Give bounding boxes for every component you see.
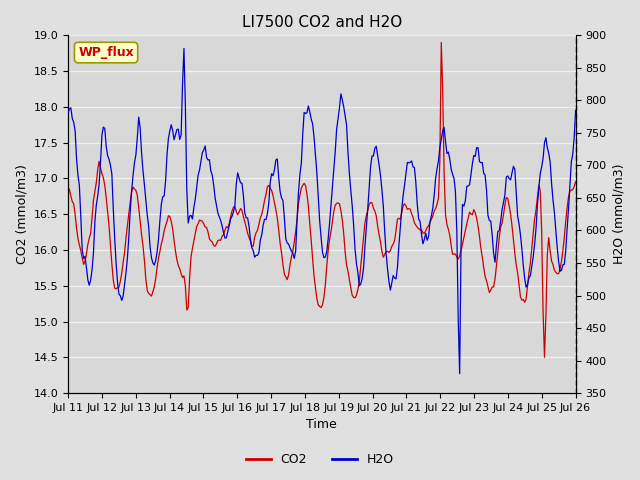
Y-axis label: H2O (mmol/m3): H2O (mmol/m3) [612,164,625,264]
Title: LI7500 CO2 and H2O: LI7500 CO2 and H2O [242,15,402,30]
Legend: CO2, H2O: CO2, H2O [241,448,399,471]
X-axis label: Time: Time [307,419,337,432]
Y-axis label: CO2 (mmol/m3): CO2 (mmol/m3) [15,164,28,264]
Text: WP_flux: WP_flux [78,46,134,59]
